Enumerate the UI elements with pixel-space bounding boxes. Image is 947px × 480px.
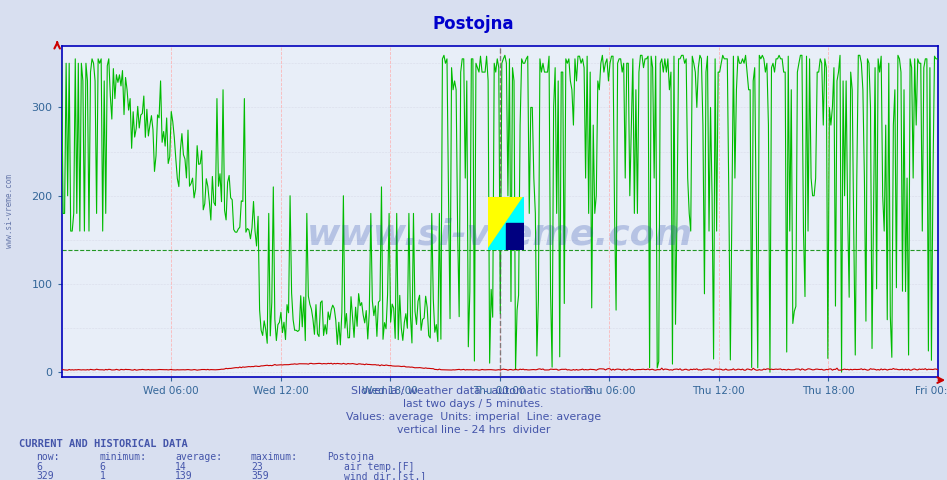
Text: CURRENT AND HISTORICAL DATA: CURRENT AND HISTORICAL DATA [19,439,188,449]
Text: vertical line - 24 hrs  divider: vertical line - 24 hrs divider [397,425,550,435]
Text: air temp.[F]: air temp.[F] [344,462,414,472]
Text: 6: 6 [99,462,105,472]
Polygon shape [506,223,524,250]
Text: minimum:: minimum: [99,452,147,462]
Text: 1: 1 [99,471,105,480]
Text: www.si-vreme.com: www.si-vreme.com [5,174,14,248]
Text: last two days / 5 minutes.: last two days / 5 minutes. [403,399,544,409]
Polygon shape [488,197,524,250]
Text: average:: average: [175,452,223,462]
Polygon shape [488,197,524,250]
Text: 329: 329 [36,471,54,480]
Text: Postojna: Postojna [433,15,514,34]
Text: 359: 359 [251,471,269,480]
Text: Slovenia / weather data - automatic stations.: Slovenia / weather data - automatic stat… [350,386,597,396]
Text: 139: 139 [175,471,193,480]
Text: 14: 14 [175,462,187,472]
Text: www.si-vreme.com: www.si-vreme.com [307,217,692,252]
Text: Postojna: Postojna [327,452,374,462]
Text: 23: 23 [251,462,262,472]
Text: now:: now: [36,452,60,462]
Text: 6: 6 [36,462,42,472]
Text: wind dir.[st.]: wind dir.[st.] [344,471,426,480]
Text: maximum:: maximum: [251,452,298,462]
Text: Values: average  Units: imperial  Line: average: Values: average Units: imperial Line: av… [346,412,601,422]
